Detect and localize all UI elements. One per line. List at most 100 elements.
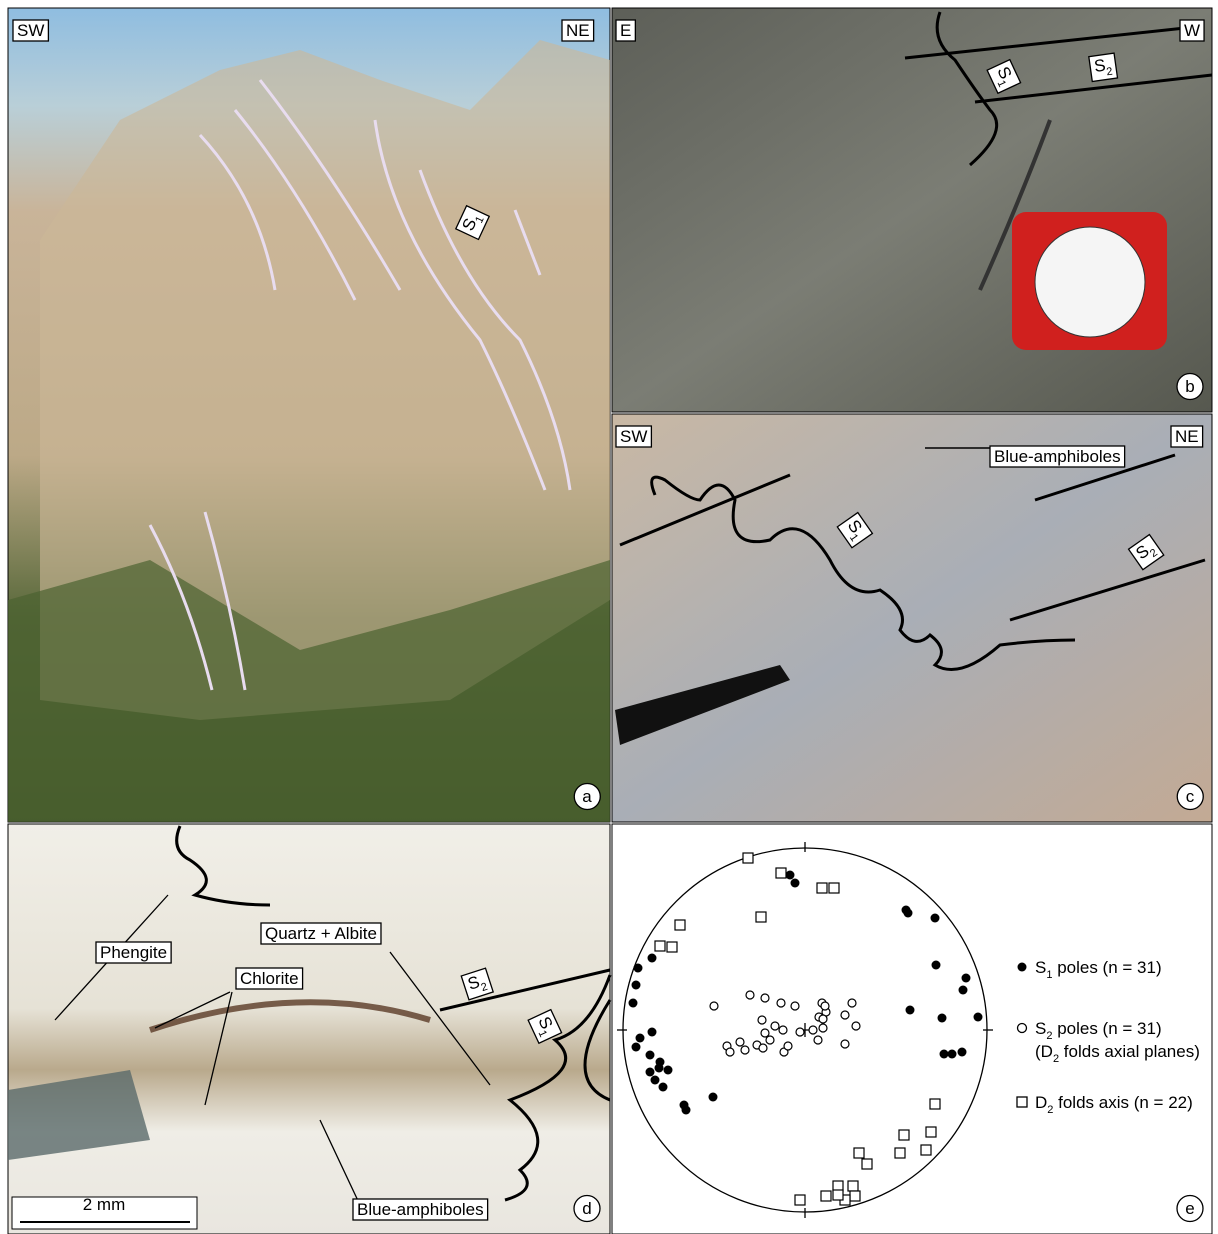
- panel-letter: b: [1185, 377, 1194, 396]
- orientation-label: SW: [620, 427, 647, 446]
- pole-s1: [939, 1049, 949, 1059]
- legend-rest: folds axial planes): [1059, 1042, 1200, 1061]
- label-box: [1088, 52, 1119, 83]
- fold-axis: [849, 1190, 861, 1202]
- pole-s2: [735, 1037, 745, 1047]
- pole-s1: [905, 1005, 915, 1015]
- fold-axis: [929, 1098, 941, 1110]
- pole-s2: [808, 1025, 818, 1035]
- pole-s1: [658, 1082, 668, 1092]
- pole-s2: [847, 998, 857, 1008]
- scale-label: 2 mm: [83, 1195, 126, 1214]
- label-sub: 1: [847, 532, 860, 544]
- letter-circle: [573, 1194, 601, 1223]
- panel-b: E W S 1 S2 b: [611, 7, 1213, 413]
- orientation-label: SW: [17, 21, 44, 40]
- pole-s2: [818, 1023, 828, 1033]
- label-sub: 1: [473, 214, 486, 225]
- pole-s1: [645, 1050, 655, 1060]
- legend-main: (D: [1035, 1042, 1053, 1061]
- legend-symbol: [1016, 1096, 1028, 1108]
- legend-text: S1 poles (n = 31): [1035, 958, 1162, 981]
- label-box: [1170, 425, 1204, 448]
- legend-main: D: [1035, 1093, 1047, 1112]
- pole-s2: [725, 1047, 735, 1057]
- pole-s2: [783, 1041, 793, 1051]
- fold-axis: [861, 1158, 873, 1170]
- pole-s2: [709, 1001, 719, 1011]
- pole-s1: [631, 1042, 641, 1052]
- pole-s1: [937, 1013, 947, 1023]
- pole-s2: [745, 990, 755, 1000]
- label-main: S: [1093, 56, 1107, 76]
- fold-axis: [894, 1147, 906, 1159]
- pole-s1: [663, 1065, 673, 1075]
- legend-sub: 2: [1047, 1104, 1053, 1116]
- pole-s1: [790, 878, 800, 888]
- pole-s2: [840, 1010, 850, 1020]
- pole-s2: [760, 1028, 770, 1038]
- pole-s1: [947, 1049, 957, 1059]
- pole-s1: [931, 960, 941, 970]
- label-box: [460, 967, 495, 1001]
- foliation-label: S2: [1093, 55, 1113, 80]
- pole-s1: [973, 1012, 983, 1022]
- fold-axis: [853, 1147, 865, 1159]
- panel-letter: e: [1185, 1199, 1194, 1218]
- orientation-label: NE: [566, 21, 590, 40]
- pole-s1: [930, 913, 940, 923]
- pole-s1: [958, 985, 968, 995]
- letter-circle: [1176, 782, 1204, 811]
- fold-axis: [794, 1194, 806, 1206]
- fold-axis: [832, 1189, 844, 1201]
- foliation-label: S1: [458, 210, 486, 236]
- fold-axis: [742, 852, 754, 864]
- pole-s1: [645, 1067, 655, 1077]
- pole-s2: [740, 1045, 750, 1055]
- fold-axis: [654, 940, 666, 952]
- panel-letter: a: [582, 787, 592, 806]
- label-sub: 2: [480, 981, 490, 994]
- label-sub: 1: [536, 1029, 549, 1040]
- pole-s2: [851, 1021, 861, 1031]
- pole-s1: [903, 908, 913, 918]
- pole-s1: [635, 1033, 645, 1043]
- pole-s1: [647, 1027, 657, 1037]
- panel-e: S1 poles (n = 31) S2 poles (n = 31) (D2 …: [611, 823, 1213, 1234]
- letter-circle: [573, 782, 601, 811]
- fold-axis: [920, 1144, 932, 1156]
- pole-s2: [813, 1035, 823, 1045]
- fold-axis: [775, 867, 787, 879]
- label-box: [986, 58, 1022, 95]
- label-box: [12, 19, 50, 42]
- legend-note: (D2 folds axial planes): [1035, 1042, 1200, 1065]
- mineral-label: Blue-amphiboles: [357, 1200, 484, 1219]
- legend-symbol: [1016, 1022, 1028, 1034]
- fold-axis: [666, 941, 678, 953]
- legend-symbol: [1017, 962, 1027, 972]
- fold-axis: [925, 1126, 937, 1138]
- fold-axis: [755, 911, 767, 923]
- label-box: [615, 425, 653, 448]
- pole-s2: [770, 1021, 780, 1031]
- label-box: [615, 19, 636, 42]
- panel-letter: d: [582, 1199, 591, 1218]
- letter-circle: [1176, 372, 1204, 401]
- label-box: [1179, 19, 1205, 42]
- pole-s1: [957, 1047, 967, 1057]
- panel-a: SW NE S1 a: [7, 7, 611, 823]
- orientation-label: E: [620, 21, 631, 40]
- pole-s2: [790, 1001, 800, 1011]
- pole-s2: [765, 1035, 775, 1045]
- pole-s1: [631, 980, 641, 990]
- fold-axis: [847, 1180, 859, 1192]
- pole-s2: [758, 1043, 768, 1053]
- label-main: S: [465, 972, 482, 994]
- fold-axis: [828, 882, 840, 894]
- label-sub: 1: [995, 79, 1008, 90]
- label-box: [527, 1008, 563, 1045]
- label-box: [1127, 533, 1165, 571]
- label-box: [235, 967, 304, 990]
